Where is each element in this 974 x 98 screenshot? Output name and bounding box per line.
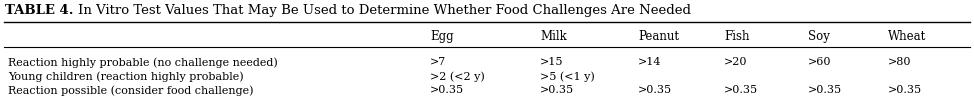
Text: Egg: Egg (430, 30, 454, 43)
Text: >14: >14 (638, 57, 661, 67)
Text: >0.35: >0.35 (888, 85, 922, 95)
Text: Young children (reaction highly probable): Young children (reaction highly probable… (8, 71, 244, 82)
Text: >0.35: >0.35 (808, 85, 843, 95)
Text: Soy: Soy (808, 30, 830, 43)
Text: Reaction highly probable (no challenge needed): Reaction highly probable (no challenge n… (8, 57, 278, 68)
Text: Wheat: Wheat (888, 30, 926, 43)
Text: >60: >60 (808, 57, 832, 67)
Text: >5 (<1 y): >5 (<1 y) (540, 71, 595, 82)
Text: In Vitro Test Values That May Be Used to Determine Whether Food Challenges Are N: In Vitro Test Values That May Be Used to… (78, 4, 691, 17)
Text: Milk: Milk (540, 30, 567, 43)
Text: >0.35: >0.35 (540, 85, 574, 95)
Text: TABLE 4.: TABLE 4. (5, 4, 73, 17)
Text: >0.35: >0.35 (430, 85, 465, 95)
Text: >2 (<2 y): >2 (<2 y) (430, 71, 485, 82)
Text: >20: >20 (724, 57, 747, 67)
Text: Fish: Fish (724, 30, 750, 43)
Text: Peanut: Peanut (638, 30, 679, 43)
Text: Reaction possible (consider food challenge): Reaction possible (consider food challen… (8, 85, 253, 96)
Text: >15: >15 (540, 57, 564, 67)
Text: >0.35: >0.35 (638, 85, 672, 95)
Text: >7: >7 (430, 57, 446, 67)
Text: >80: >80 (888, 57, 912, 67)
Text: >0.35: >0.35 (724, 85, 758, 95)
